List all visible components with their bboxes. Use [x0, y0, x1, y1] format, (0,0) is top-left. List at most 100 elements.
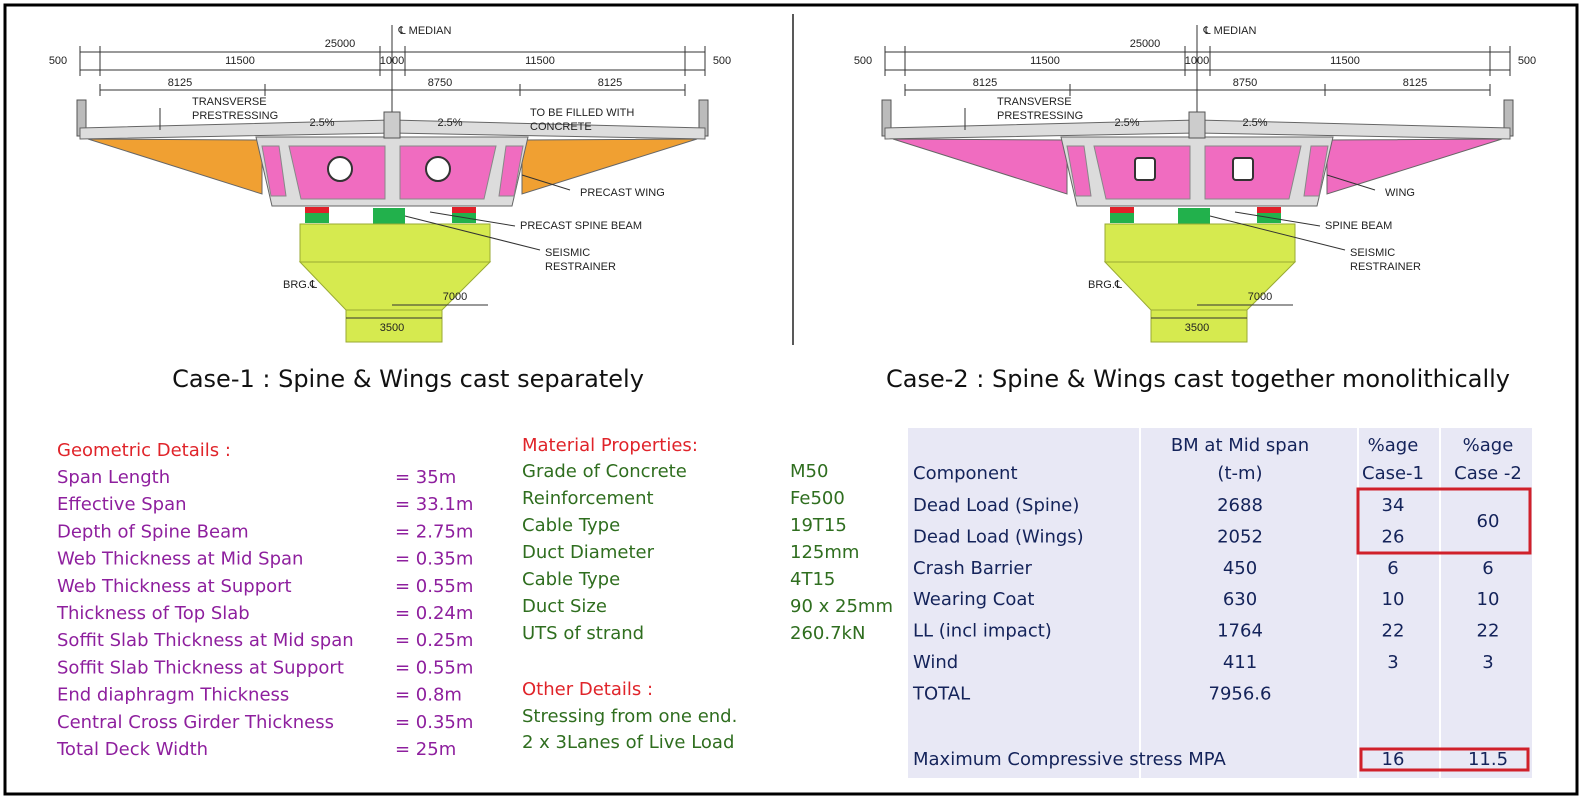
other-line: 2 x 3Lanes of Live Load — [522, 732, 734, 753]
drawing-label: 500 — [713, 55, 731, 67]
drawing-label: PRECAST WING — [580, 187, 665, 199]
param-name: Web Thickness at Support — [57, 576, 292, 597]
seismic-restrainer — [373, 208, 405, 224]
cross-section: 25000 ℄ MEDIAN 500 11500 1000 11500 500 8125 875… — [49, 25, 731, 343]
drawing-label: SPINE BEAM — [1325, 220, 1392, 232]
drawing-label: 8125 — [973, 77, 997, 89]
table-cell: LL (incl impact) — [913, 621, 1052, 642]
param-name: Soffit Slab Thickness at Mid span — [57, 630, 354, 651]
highlight-box — [1356, 487, 1532, 555]
duct-hole — [1232, 157, 1254, 181]
param-name: UTS of strand — [522, 623, 644, 644]
drawing-label: PRESTRESSING — [997, 110, 1083, 122]
table-cell: 10 — [1477, 589, 1500, 610]
bearing — [305, 207, 329, 213]
table-cell: 26 — [1382, 526, 1405, 547]
drawing-label: 11500 — [225, 55, 255, 67]
param-value: = 0.35m — [395, 549, 473, 570]
param-value: = 2.75m — [395, 521, 473, 542]
table-cell: 34 — [1382, 495, 1405, 516]
table-cell: 6 — [1482, 558, 1493, 579]
param-name: Reinforcement — [522, 488, 654, 509]
drawing-label: 500 — [854, 55, 872, 67]
table-header: %age — [1463, 435, 1514, 456]
drawing-label: 25000 — [1130, 38, 1161, 50]
table-cell: 3 — [1482, 652, 1493, 673]
drawing-label: 500 — [49, 55, 67, 67]
drawing-label: 2.5% — [1114, 117, 1139, 129]
bearing — [1257, 207, 1281, 213]
spine-cell — [498, 145, 524, 197]
drawing-label: TRANSVERSE — [192, 96, 267, 108]
table-header: Case -2 — [1454, 463, 1522, 484]
drawing-label: 1000 — [1185, 55, 1209, 67]
param-name: Total Deck Width — [56, 739, 208, 760]
drawing-label: 7000 — [443, 291, 467, 303]
duct-hole — [327, 156, 353, 182]
drawing-label: PRECAST SPINE BEAM — [520, 220, 642, 232]
param-name: Web Thickness at Mid Span — [57, 549, 303, 570]
drawing-label: BRG.℄ — [1088, 279, 1122, 291]
drawing-label: 8125 — [598, 77, 622, 89]
spine-cell — [1303, 145, 1329, 197]
table-header: Component — [913, 463, 1018, 484]
pier-base — [1150, 309, 1248, 343]
bearing — [1110, 207, 1134, 213]
drawing-label: ℄ MEDIAN — [1203, 25, 1257, 37]
param-name: Depth of Spine Beam — [57, 521, 249, 542]
param-name: Central Cross Girder Thickness — [57, 712, 334, 733]
param-value: = 0.25m — [395, 630, 473, 651]
param-name: Span Length — [57, 467, 170, 488]
param-name: Effective Span — [57, 494, 187, 515]
other-line: Stressing from one end. — [522, 706, 737, 727]
param-value: = 0.55m — [395, 657, 473, 678]
param-value: Fe500 — [790, 488, 845, 509]
duct-hole — [425, 156, 451, 182]
param-name: Cable Type — [522, 569, 620, 590]
drawing-label: SEISMIC — [1350, 247, 1395, 259]
param-value: = 0.8m — [395, 685, 462, 706]
table-cell: Dead Load (Wings) — [913, 526, 1084, 547]
table-cell: 1764 — [1217, 621, 1263, 642]
leader — [1234, 211, 1321, 227]
pier-cap — [1104, 223, 1296, 263]
param-value: 90 x 25mm — [790, 596, 893, 617]
table-cell: 7956.6 — [1209, 683, 1272, 704]
drawing-label: ℄ MEDIAN — [398, 25, 452, 37]
drawing-label: 8750 — [428, 77, 452, 89]
drawing-label: 25000 — [325, 38, 356, 50]
pedestal — [1110, 213, 1134, 223]
drawing-label: PRESTRESSING — [192, 110, 278, 122]
param-value: = 25m — [395, 739, 456, 760]
cross-section: 25000 ℄ MEDIAN 500 11500 1000 11500 500 8125 875… — [854, 25, 1536, 343]
pier-cap — [299, 223, 491, 263]
drawing-label: 3500 — [380, 322, 404, 334]
section-title: Geometric Details : — [57, 440, 231, 461]
drawing-label: 11500 — [1330, 55, 1360, 67]
param-name: Cable Type — [522, 515, 620, 536]
drawing-label: 7000 — [1248, 291, 1272, 303]
leader — [1326, 174, 1376, 191]
table-cell: 411 — [1223, 652, 1257, 673]
bearing — [452, 207, 476, 213]
drawing-label: BRG.℄ — [283, 279, 317, 291]
param-value: = 35m — [395, 467, 456, 488]
case-caption: Case-2 : Spine & Wings cast together mon… — [886, 365, 1510, 393]
drawing-label: RESTRAINER — [1350, 261, 1421, 273]
leader — [404, 215, 541, 251]
drawing-label: 1000 — [380, 55, 404, 67]
leader — [1209, 215, 1346, 251]
param-name: Soffit Slab Thickness at Support — [57, 657, 344, 678]
wing — [892, 138, 1068, 195]
highlight-box — [1359, 747, 1530, 772]
param-name: Duct Size — [522, 596, 607, 617]
table-cell: 630 — [1223, 589, 1257, 610]
table-header: %age — [1368, 435, 1419, 456]
param-value: 4T15 — [790, 569, 835, 590]
pedestal — [305, 213, 329, 223]
drawing-label: 500 — [1518, 55, 1536, 67]
drawing-label: 8125 — [168, 77, 192, 89]
param-value: = 0.24m — [395, 603, 473, 624]
drawing-label: 2.5% — [437, 117, 462, 129]
